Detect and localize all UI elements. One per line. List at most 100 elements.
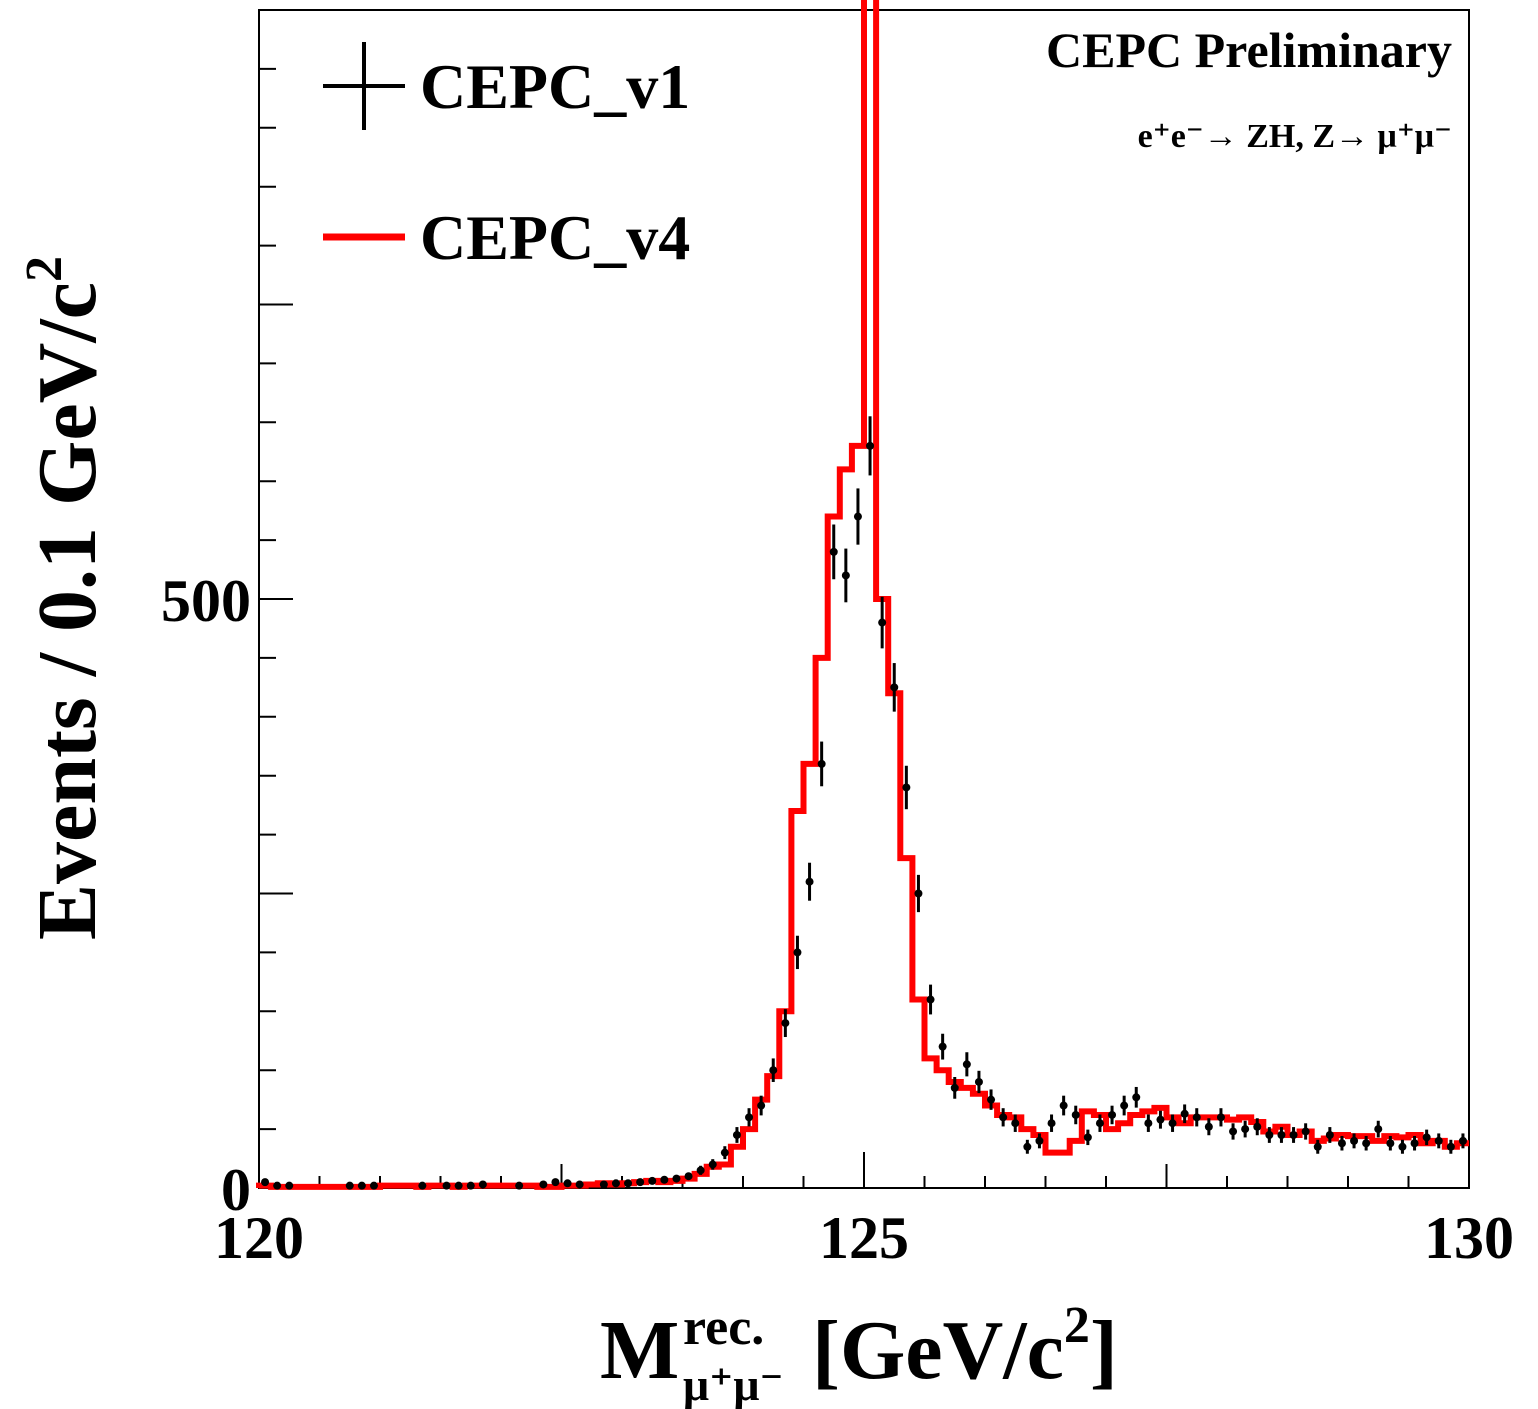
point-marker (648, 1176, 657, 1185)
data-point (563, 1179, 572, 1188)
point-marker (1325, 1130, 1334, 1139)
point-marker (1277, 1130, 1286, 1139)
x-axis-label-unit-power: 2 (1064, 1297, 1090, 1354)
data-point (987, 1089, 996, 1110)
point-marker (1265, 1130, 1274, 1139)
point-marker (793, 948, 802, 957)
data-point (624, 1179, 633, 1188)
point-marker (817, 759, 826, 768)
data-point (817, 741, 826, 787)
point-marker (1035, 1136, 1044, 1145)
point-marker (1083, 1133, 1092, 1142)
point-marker (1204, 1122, 1213, 1131)
point-marker (1120, 1101, 1129, 1110)
data-point (1337, 1135, 1346, 1151)
point-marker (1434, 1136, 1443, 1145)
data-point (357, 1181, 366, 1190)
point-marker (914, 889, 923, 898)
point-marker (781, 1019, 790, 1028)
process-label: e⁺e⁻→ ZH, Z→ μ⁺μ⁻ (1138, 118, 1452, 155)
data-point (1458, 1133, 1467, 1149)
x-axis-label-unit-text: [GeV/c (812, 1304, 1064, 1397)
data-point (974, 1070, 983, 1094)
point-marker (539, 1180, 548, 1189)
point-marker (708, 1160, 717, 1169)
data-point (515, 1181, 524, 1190)
data-point (950, 1077, 959, 1099)
point-marker (1180, 1109, 1189, 1118)
point-marker (345, 1181, 354, 1190)
data-point (1071, 1105, 1080, 1125)
data-point (539, 1180, 548, 1189)
data-point (720, 1146, 729, 1160)
data-point (696, 1165, 705, 1175)
data-point (1035, 1133, 1044, 1149)
data-point (1241, 1120, 1250, 1138)
point-marker (1301, 1127, 1310, 1136)
data-point (478, 1180, 487, 1189)
data-point (672, 1174, 681, 1183)
data-point (684, 1172, 693, 1181)
data-point (345, 1181, 354, 1190)
data-point (926, 984, 935, 1015)
point-marker (1229, 1127, 1238, 1136)
point-marker (1386, 1139, 1395, 1148)
data-point (1108, 1105, 1117, 1125)
y-axis-label: Events / 0.1 GeV/c2 (16, 256, 114, 940)
data-point (866, 416, 875, 476)
point-marker (357, 1181, 366, 1190)
data-point (1422, 1129, 1431, 1146)
x-tick-labels: 120 125 130 (214, 1205, 1514, 1271)
point-marker (1289, 1130, 1298, 1139)
data-point (708, 1159, 717, 1170)
x-axis-label-subscript: μ⁺μ⁻ (683, 1359, 784, 1409)
point-marker (926, 995, 935, 1004)
data-point (1216, 1108, 1225, 1127)
data-point (1446, 1139, 1455, 1154)
point-marker (769, 1066, 778, 1075)
data-point (454, 1181, 463, 1190)
data-point (1374, 1120, 1383, 1138)
data-point (273, 1181, 282, 1190)
point-marker (1446, 1142, 1455, 1151)
data-point (1253, 1118, 1262, 1136)
x-axis-label-unit: [GeV/c2] (812, 1297, 1118, 1397)
data-point (1229, 1123, 1238, 1140)
point-marker (1374, 1125, 1383, 1134)
point-marker (684, 1172, 693, 1181)
point-marker (1422, 1133, 1431, 1142)
data-point (890, 663, 899, 712)
data-point (636, 1178, 645, 1187)
point-marker (1047, 1119, 1056, 1128)
data-point (575, 1180, 584, 1189)
data-point (1095, 1114, 1104, 1132)
point-marker (890, 683, 899, 692)
point-marker (696, 1166, 705, 1175)
data-point (769, 1058, 778, 1082)
data-point (369, 1181, 378, 1190)
data-point (962, 1052, 971, 1077)
point-marker (563, 1179, 572, 1188)
point-marker (611, 1179, 620, 1188)
point-marker (1398, 1142, 1407, 1151)
data-point (914, 874, 923, 913)
data-point (902, 765, 911, 810)
x-axis-label: M rec. μ⁺μ⁻ [GeV/c2] (600, 1297, 1118, 1409)
data-point (829, 524, 838, 580)
point-marker (962, 1060, 971, 1069)
data-point (1325, 1127, 1334, 1143)
data-point (1410, 1135, 1419, 1151)
data-point (442, 1181, 451, 1190)
x-tick-label: 130 (1424, 1205, 1514, 1271)
point-marker (1108, 1110, 1117, 1119)
point-marker (1144, 1119, 1153, 1128)
point-marker (987, 1095, 996, 1104)
point-marker (1337, 1139, 1346, 1148)
data-point (285, 1181, 294, 1190)
point-marker (805, 877, 814, 886)
point-marker (974, 1077, 983, 1086)
point-marker (1156, 1115, 1165, 1124)
data-point (1180, 1104, 1189, 1124)
point-marker (515, 1181, 524, 1190)
x-axis-label-superscript: rec. (683, 1299, 764, 1356)
